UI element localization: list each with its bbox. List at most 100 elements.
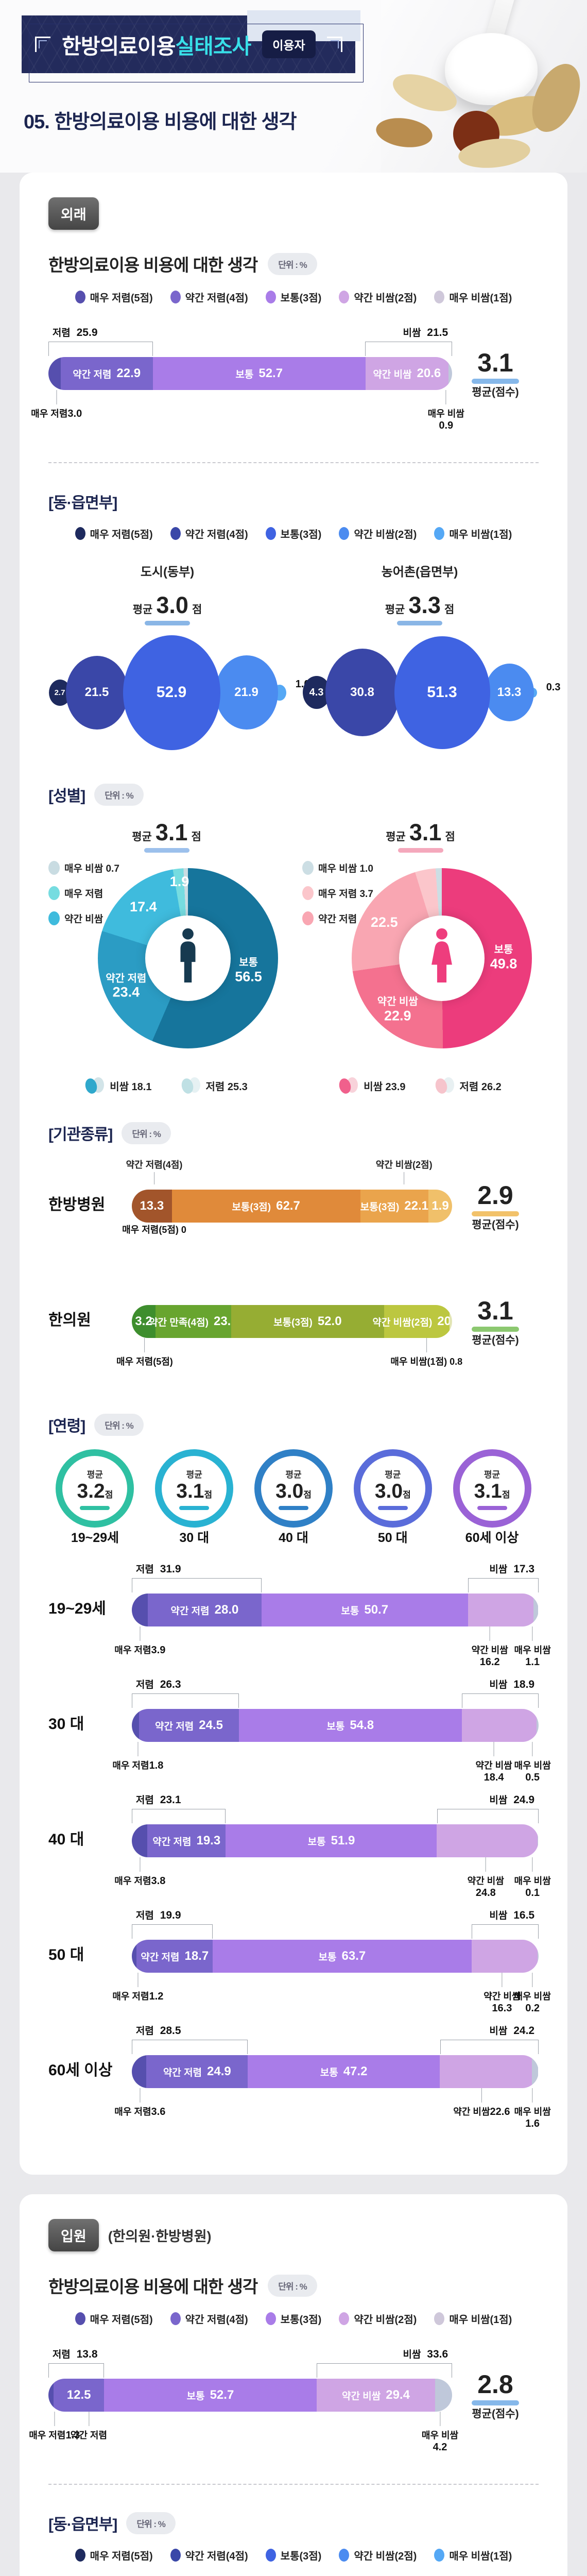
bar-callouts-bottom: 매우 저렴3.6 약간 비쌈22.6 매우 비쌈1.6 xyxy=(114,2088,551,2137)
legend-item: 매우 비쌈(1점) xyxy=(434,2548,512,2563)
bracket-label-text: 비쌈 xyxy=(489,2026,508,2037)
bar-segment xyxy=(450,1305,452,1338)
average-word: 평균 xyxy=(385,604,405,616)
bar-segment: 약간 저렴 22.9 xyxy=(60,357,153,390)
legend-label: 약간 저렴(4점) xyxy=(185,529,248,540)
bottom-callout: 매우 비쌈0.2 xyxy=(514,1973,551,2014)
legend-label: 매우 비쌈(1점) xyxy=(449,2314,512,2326)
donut-slice-label: 보통 49.8 xyxy=(490,944,517,972)
bracket-label-text: 저렴 xyxy=(135,1564,154,1575)
bottom-callout-line xyxy=(144,1338,145,1352)
bracket-label-value: 26.3 xyxy=(157,1679,181,1690)
age-ring: 평균 3.1점 xyxy=(453,1449,531,1528)
donut-slice-value: 1.9 xyxy=(169,873,189,889)
bracket-label-right: 비쌈 17.3 xyxy=(489,1562,534,1575)
bracket-label-text: 비쌈 xyxy=(489,1680,508,1690)
bubble-chart: 4.3 30.8 51.3 13.3 0.3 xyxy=(301,629,561,756)
bottom-callout: 약간 비쌈16.2 xyxy=(465,1626,514,1668)
bubble-value: 13.3 xyxy=(497,685,522,699)
bar-segment: 보통(3점) 52.0 xyxy=(231,1305,384,1338)
bar-segment xyxy=(538,1940,539,1973)
stacked-bar: 13.3 보통(3점) 62.7 보통(3점) 22.1 1.9 xyxy=(132,1190,452,1223)
section-heading: [연령] 단위 : % xyxy=(48,1413,539,1436)
legend-dot-icon xyxy=(170,291,181,303)
bracket-label-left: 저렴 19.9 xyxy=(136,1908,181,1922)
bracket-label-right: 비쌈 16.5 xyxy=(489,1908,534,1922)
average-value: 3.1 xyxy=(409,819,442,845)
legend-label: 매우 저렴(5점) xyxy=(90,2314,153,2326)
bottom-callout: 매우 비쌈4.2 xyxy=(422,2412,458,2453)
average-value: 3.1 xyxy=(477,1296,513,1325)
bracket-label-right: 비쌈 18.9 xyxy=(489,1677,534,1691)
legend-item: 약간 저렴(4점) xyxy=(170,526,248,541)
legend-dot-icon xyxy=(75,2312,85,2325)
donut-callout-legend: 매우 비쌈 0.7 매우 저렴 약간 비쌈 xyxy=(48,861,119,937)
bottom-callout-line xyxy=(532,1626,533,1641)
legend-item: 매우 비쌈(1점) xyxy=(434,526,512,541)
bracket-left xyxy=(48,342,153,356)
region-groups: 도시(동부) 평균 3.0 점 2.7 21.5 52.9 21.9 1.0 농어촌(읍면부) 평균… xyxy=(48,562,561,756)
bracket-left xyxy=(132,2040,248,2054)
bar-callouts-top: 저렴 23.1 비쌈 24.9 xyxy=(132,1792,539,1824)
bracket-label-value: 18.9 xyxy=(510,1679,535,1690)
bottom-callout-value: 0.1 xyxy=(525,1887,540,1899)
age-ring-label: 60세 이상 xyxy=(465,1531,519,1545)
bottom-callout-line xyxy=(532,1857,533,1872)
section-heading-text: [동·읍면부] xyxy=(48,495,117,512)
bar-row-label: 50 대 xyxy=(48,1946,84,1963)
bracket-label-value: 21.5 xyxy=(424,327,448,338)
bottom-callout-label: 매우 비쌈 xyxy=(514,1991,551,2002)
legend-row: 매우 저렴(5점) 약간 저렴(4점) 보통(3점) 약간 비쌈(2점) 매우 비쌈(1… xyxy=(48,2311,539,2326)
bottom-callout-label: 약간 비쌈 xyxy=(471,1645,508,1655)
bar-segment: 3.2 xyxy=(132,1305,156,1338)
segment-label: 보통 xyxy=(235,369,254,380)
unit-badge: 단위 : % xyxy=(122,1122,171,1144)
legend-label: 보통(3점) xyxy=(280,2314,322,2326)
ring-value-row: 3.2점 xyxy=(77,1480,113,1503)
donut-callout-dot-icon xyxy=(48,861,60,875)
bar-segment xyxy=(132,1940,137,1973)
bracket-right xyxy=(471,1924,539,1939)
bar-callouts-top xyxy=(132,1273,452,1305)
bottom-callout-label: 약간 비쌈 xyxy=(453,2107,490,2117)
age-ring: 평균 3.0점 xyxy=(254,1449,333,1528)
segment-label: 약간 비쌈(2점) xyxy=(372,1317,433,1328)
male-donut-wrap: 보통 56.5 약간 저렴 23.4 17.4 1.9 매우 비쌈 0.7 매우 저렴 약간 비… xyxy=(48,859,285,1074)
bottom-callout-label: 매우 저렴 xyxy=(31,409,68,419)
segment-value: 47.2 xyxy=(343,2064,368,2078)
bottom-callout-label: 매우 비쌈 xyxy=(514,1876,551,1886)
bottom-callout: 매우 저렴(5점) xyxy=(116,1338,173,1368)
bottom-callout-value: 22.6 xyxy=(490,2106,510,2117)
bottom-callout: 약간 비쌈22.6 xyxy=(453,2088,510,2118)
unit-badge: 단위 : % xyxy=(94,1413,144,1436)
bottom-callout-value: 0.5 xyxy=(525,1772,540,1783)
unit-badge: 단위 : % xyxy=(268,2274,317,2297)
bracket-label-value: 16.5 xyxy=(510,1909,535,1921)
card-title-text: 한방의료이용 비용에 대한 생각 xyxy=(48,2277,258,2296)
stacked-bar: 약간 저렴 24.5 보통 54.8 xyxy=(132,1709,539,1742)
legend-item: 보통(3점) xyxy=(265,526,321,541)
donut-slice-value: 22.9 xyxy=(384,1008,411,1024)
legend-item: 매우 저렴(5점) xyxy=(75,526,153,541)
bar-row-label: 60세 이상 xyxy=(48,2062,113,2079)
ring-average-value: 3.1 xyxy=(474,1480,502,1502)
top-callout-label: 약간 비쌈(2점) xyxy=(375,1160,433,1170)
dashed-divider xyxy=(48,2484,539,2485)
bar-callouts-top: 저렴 31.9 비쌈 17.3 xyxy=(132,1562,539,1594)
summary-item: 저렴 25.3 xyxy=(180,1076,248,1095)
donut-slice-name: 약간 저렴 xyxy=(106,973,147,985)
legend-row: 매우 저렴(5점) 약간 저렴(4점) 보통(3점) 약간 비쌈(2점) 매우 비쌈(1… xyxy=(48,526,539,541)
segment-label: 보통 xyxy=(318,1952,337,1963)
point-word: 점 xyxy=(191,831,201,843)
bracket-label-text: 비쌈 xyxy=(489,1795,508,1806)
legend-label: 약간 저렴(4점) xyxy=(185,2551,248,2562)
stacked-bar: 약간 저렴 19.3 보통 51.9 xyxy=(132,1824,539,1857)
legend-item: 매우 저렴(5점) xyxy=(75,290,153,304)
donut-slice-value: 23.4 xyxy=(112,984,140,1000)
bracket-label-left: 저렴 31.9 xyxy=(136,1562,181,1575)
bar-segment: 12.5 xyxy=(54,2379,105,2412)
average-word: 평균 xyxy=(132,831,152,843)
female-summary: 비쌈 23.9 저렴 26.2 xyxy=(302,1076,539,1095)
bottom-callout-label: 매우 저렴 xyxy=(29,2430,66,2441)
